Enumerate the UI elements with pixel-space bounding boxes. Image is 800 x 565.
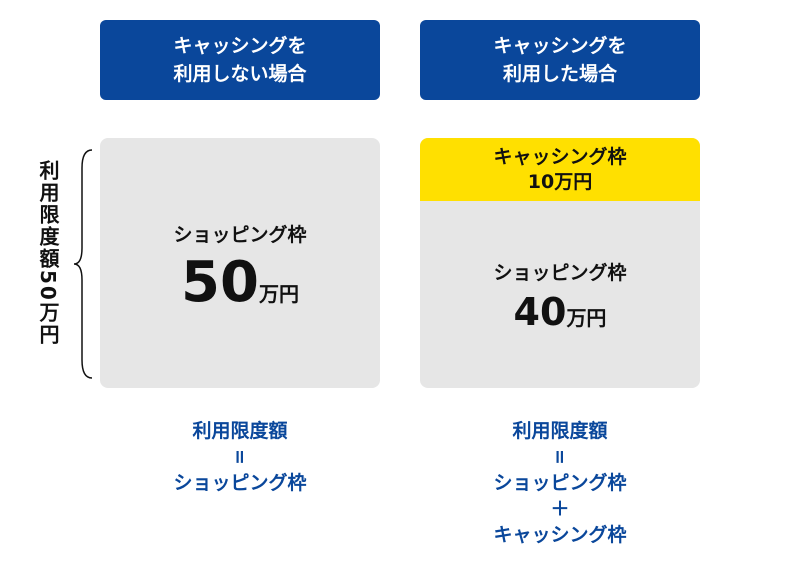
- combined-box-right: キャッシング枠 10万円 ショッピング枠 40万円: [420, 138, 700, 388]
- header-line: 利用した場合: [502, 63, 617, 85]
- formula-term: ショッピング枠: [493, 472, 627, 494]
- formula-term: 利用限度額: [192, 420, 288, 442]
- cashing-amount: 10万円: [527, 170, 593, 193]
- formula-term: ショッピング枠: [173, 472, 307, 494]
- formula-right: 利用限度額 = ショッピング枠 ＋ キャッシング枠: [420, 418, 700, 548]
- header-without-cashing: キャッシングを 利用しない場合: [100, 20, 380, 100]
- shopping-box-left: ショッピング枠 50万円: [100, 138, 380, 388]
- formula-term: キャッシング枠: [493, 524, 627, 546]
- header-line: キャッシングを: [173, 35, 307, 57]
- shopping-label: ショッピング枠: [173, 224, 307, 246]
- shopping-amount: 40万円: [420, 290, 700, 334]
- formula-term: 利用限度額: [512, 420, 608, 442]
- formula-left: 利用限度額 = ショッピング枠: [100, 418, 380, 496]
- equals-sign: =: [548, 449, 571, 465]
- amount-unit: 万円: [566, 306, 607, 330]
- header-line: キャッシングを: [493, 35, 627, 57]
- cashing-label: キャッシング枠: [493, 145, 627, 168]
- shopping-amount: 50万円: [100, 250, 380, 315]
- amount-unit: 万円: [258, 282, 299, 306]
- cashing-section: キャッシング枠 10万円: [420, 138, 700, 201]
- equals-sign: =: [228, 449, 251, 465]
- credit-limit-label: 利用限度額50万円: [36, 160, 60, 346]
- header-with-cashing: キャッシングを 利用した場合: [420, 20, 700, 100]
- amount-number: 40: [513, 290, 567, 334]
- header-line: 利用しない場合: [173, 63, 307, 85]
- brace-icon: [73, 149, 93, 379]
- plus-sign: ＋: [550, 498, 570, 520]
- amount-number: 50: [181, 250, 259, 315]
- shopping-label: ショッピング枠: [493, 262, 627, 284]
